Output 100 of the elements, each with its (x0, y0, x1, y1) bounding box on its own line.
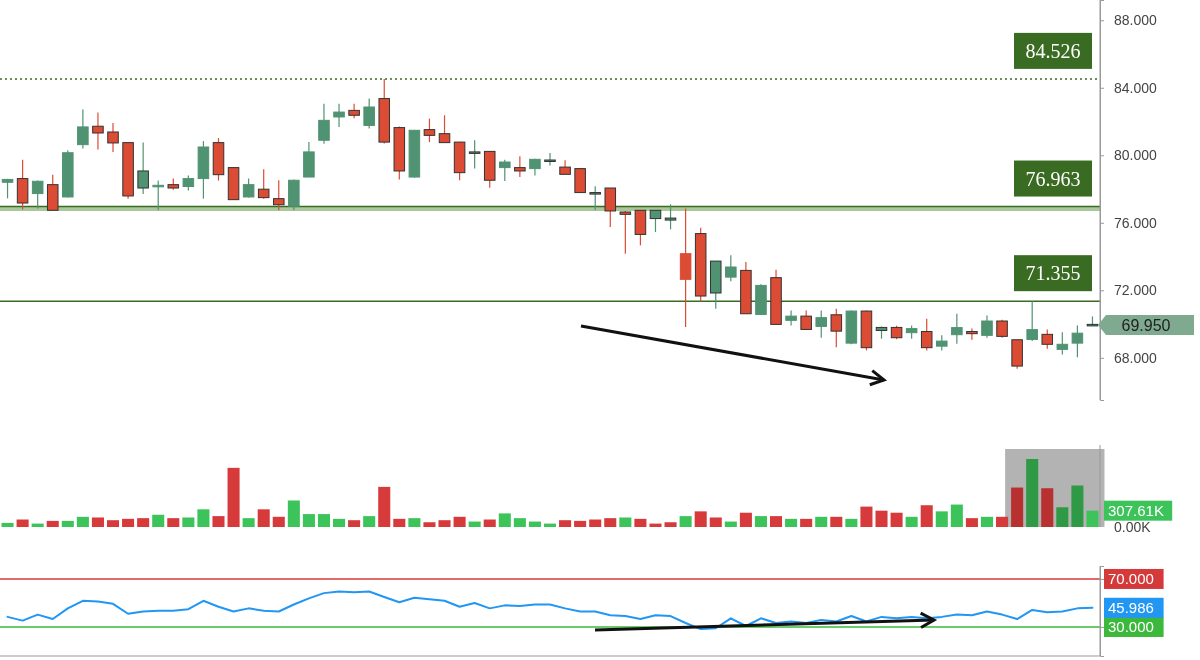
line-series (6, 590, 1094, 631)
bar (739, 512, 752, 527)
bar (920, 505, 933, 527)
text: 0.00K (1114, 519, 1152, 535)
bar (528, 521, 541, 527)
bar (785, 518, 798, 527)
candlestick (589, 185, 601, 211)
bar (589, 519, 602, 527)
bar (1041, 488, 1054, 527)
bar (1071, 485, 1084, 527)
bar (513, 518, 526, 527)
candlestick (981, 314, 993, 339)
bar (91, 517, 104, 527)
candlestick (107, 122, 119, 153)
candlestick (649, 209, 662, 233)
ref-line-label: 76.963 (1025, 167, 1081, 190)
bar (875, 510, 888, 527)
candlestick (92, 111, 104, 151)
candlestick (664, 203, 677, 230)
bar (649, 523, 662, 527)
candlestick (137, 142, 149, 195)
candlestick (333, 103, 345, 128)
bar (483, 519, 496, 527)
bar (574, 520, 587, 527)
bar (438, 520, 451, 527)
bar (694, 511, 707, 527)
bar (182, 517, 195, 527)
bar (167, 518, 180, 527)
candlestick (1056, 331, 1069, 356)
candlestick (348, 103, 360, 119)
bar (679, 516, 692, 527)
bar (152, 514, 165, 527)
bar (1026, 459, 1039, 527)
bar (619, 517, 632, 527)
bar (363, 516, 376, 527)
bar (242, 518, 255, 527)
y-tick-label: 30.000 (1108, 617, 1154, 635)
bar (604, 518, 617, 527)
bar (965, 518, 978, 527)
candlestick (77, 108, 89, 150)
bar (1086, 510, 1099, 527)
bar (393, 518, 406, 527)
bar (634, 518, 647, 527)
y-tick-label: 80.000 (1114, 147, 1158, 164)
candlestick (468, 139, 481, 170)
candlestick (1041, 329, 1054, 350)
bar (498, 513, 511, 527)
bar (106, 520, 120, 527)
y-tick-label: 68.000 (1114, 349, 1158, 366)
bar (980, 516, 994, 527)
candlestick (272, 179, 285, 211)
bar (1, 522, 14, 527)
candlestick (438, 114, 451, 144)
candlestick (31, 179, 44, 210)
bar (815, 516, 828, 527)
candlestick (815, 309, 828, 339)
bar (664, 522, 677, 527)
bar (1011, 487, 1024, 527)
candlestick (544, 152, 556, 166)
bar (709, 517, 722, 527)
candlestick (800, 309, 812, 331)
y-tick-label: 84.000 (1114, 79, 1158, 96)
candlestick (830, 308, 843, 348)
bar (257, 509, 270, 527)
bar (212, 516, 225, 527)
ref-line-label: 84.526 (1025, 39, 1081, 62)
bar (559, 520, 572, 527)
bar (227, 467, 240, 527)
bar (16, 519, 29, 527)
bar (845, 518, 858, 527)
bar (197, 509, 210, 527)
bar (137, 518, 150, 527)
text: 45.986 (1108, 598, 1154, 616)
bar (754, 516, 767, 527)
bar (61, 520, 74, 527)
candlestick (242, 177, 255, 199)
bar (302, 514, 315, 527)
y-tick-label: 88.000 (1114, 12, 1158, 29)
bar (770, 516, 783, 527)
text: 307.61K (1108, 501, 1164, 519)
candlestick (1026, 300, 1038, 342)
y-tick-label: 72.000 (1114, 282, 1158, 299)
candlestick (423, 118, 436, 143)
y-tick-label: 70.000 (1108, 569, 1154, 587)
candlestick (1071, 324, 1084, 358)
y-tick-label: 76.000 (1114, 214, 1158, 231)
bar (905, 516, 918, 527)
bar (423, 522, 436, 527)
bar (890, 512, 903, 527)
bar (1056, 507, 1069, 527)
bar (453, 516, 466, 527)
bar (348, 520, 361, 527)
bar (378, 486, 391, 527)
ref-line-label: 71.355 (1025, 262, 1081, 285)
bar (272, 516, 285, 527)
bar (950, 504, 963, 527)
bar (468, 521, 481, 527)
bar (287, 500, 300, 527)
candlestick (966, 328, 978, 341)
bar (935, 511, 948, 527)
